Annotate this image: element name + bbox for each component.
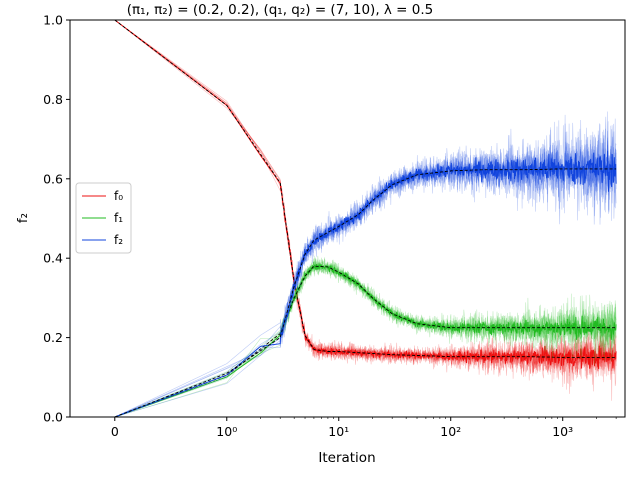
y-tick-label: 1.0 (43, 13, 63, 28)
legend-label-f0: f₀ (114, 189, 123, 203)
y-tick-label: 0.6 (43, 171, 63, 186)
series-f1-mean-line (114, 265, 617, 418)
y-tick-label: 0.4 (43, 251, 63, 266)
series-f0 (114, 19, 617, 401)
y-tick-label: 0.8 (43, 92, 63, 107)
x-tick-label: 10¹ (328, 424, 349, 439)
axes-layer: 0.0 0.2 0.4 0.6 0.8 1.0 0 10⁰ 10¹ 10² 10³ (43, 13, 617, 439)
series-layer (114, 19, 617, 418)
chart-title: (π₁, π₂) = (0.2, 0.2), (q₁, q₂) = (7, 10… (127, 2, 434, 18)
plot-area (69, 19, 626, 418)
series-f0-replicate-line (114, 19, 617, 377)
plot-frame (69, 19, 626, 418)
y-axis-label: f₂ (15, 213, 31, 223)
series-f0-line (114, 19, 617, 370)
series-f1 (114, 255, 617, 418)
series-f2-replicate-line (114, 121, 617, 418)
series-f2 (114, 111, 617, 418)
y-tick-label: 0.2 (43, 330, 63, 345)
x-tick-label: 0 (111, 424, 119, 439)
series-f2-mean-line (114, 168, 617, 418)
legend: f₀ f₁ f₂ (75, 182, 132, 254)
y-tick-label: 0.0 (43, 410, 63, 425)
series-f0-mean-line (114, 19, 617, 358)
x-tick-label: 10² (440, 424, 461, 439)
legend-label-f1: f₁ (114, 211, 123, 225)
x-axis-label: Iteration (318, 450, 375, 466)
series-f1-replicate-line (114, 255, 617, 418)
x-tick-label: 10⁰ (216, 424, 237, 439)
x-tick-label: 10³ (552, 424, 573, 439)
legend-label-f2: f₂ (114, 233, 123, 247)
series-f1-line (114, 264, 617, 418)
